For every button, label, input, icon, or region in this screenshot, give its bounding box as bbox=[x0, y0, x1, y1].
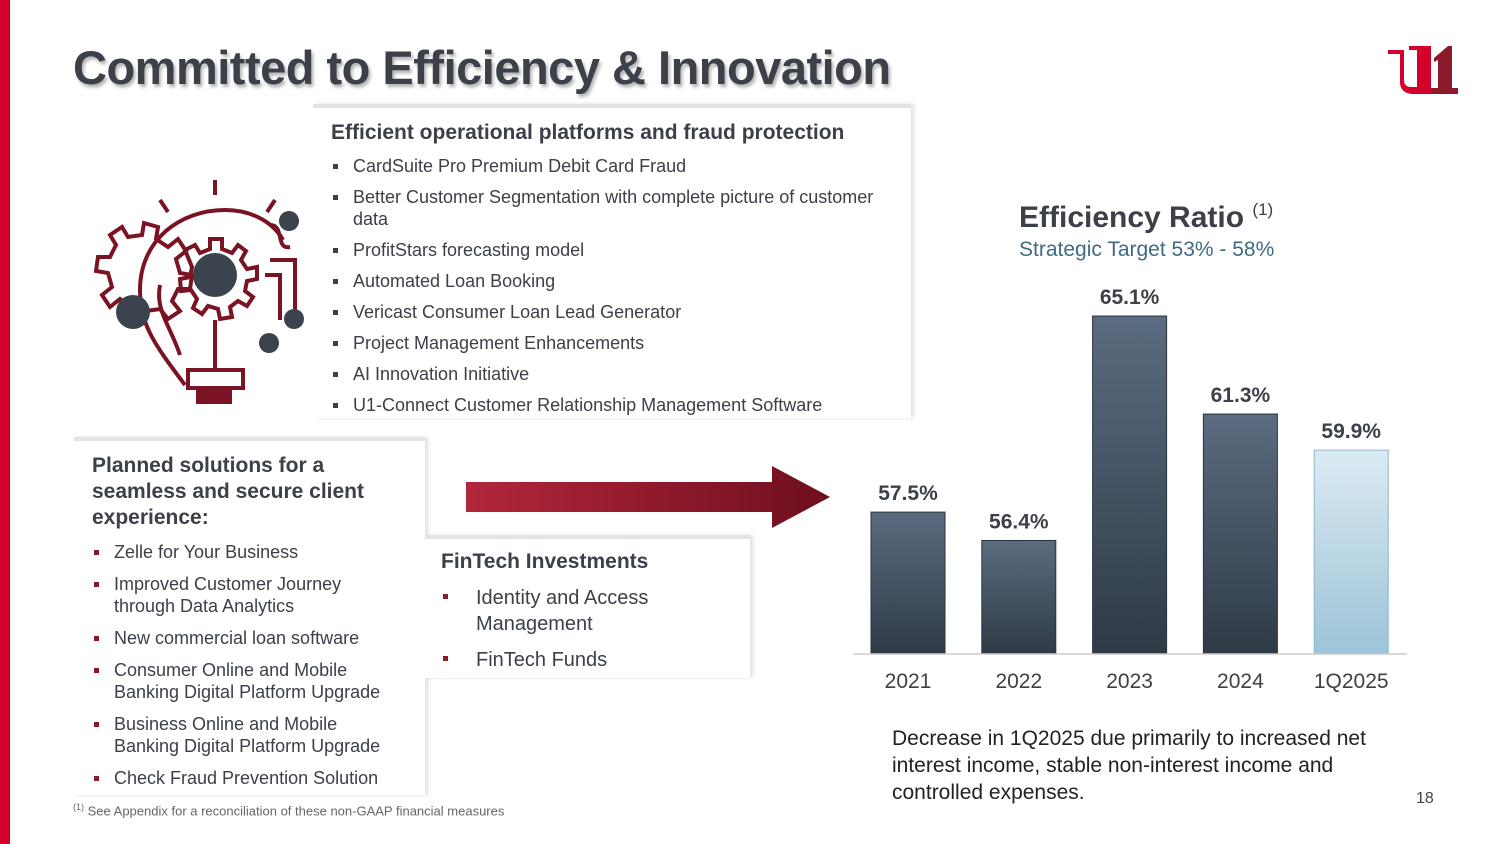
bar-2023 bbox=[1092, 315, 1168, 655]
panel-heading: FinTech Investments bbox=[441, 550, 649, 573]
list-item: ProfitStars forecasting model bbox=[331, 239, 893, 261]
x-tick-label: 2022 bbox=[995, 670, 1042, 693]
list-item: Vericast Consumer Loan Lead Generator bbox=[331, 301, 893, 323]
right-arrow-icon bbox=[466, 466, 830, 528]
list-item: FinTech Funds bbox=[441, 647, 734, 673]
page-number: 18 bbox=[1416, 790, 1434, 807]
x-tick-label: 2021 bbox=[885, 670, 932, 693]
data-label: 65.1% bbox=[1100, 286, 1160, 309]
list-item: New commercial loan software bbox=[92, 627, 407, 649]
data-label: 56.4% bbox=[989, 510, 1049, 533]
fintech-investments-panel: FinTech Investments Identity and Access … bbox=[425, 535, 750, 678]
bar-1Q2025 bbox=[1313, 449, 1389, 655]
list-item: Improved Customer Journey through Data A… bbox=[92, 573, 407, 617]
bar-2021 bbox=[870, 511, 946, 655]
u1-logo bbox=[1388, 46, 1458, 94]
list-item: Check Fraud Prevention Solution bbox=[92, 767, 407, 789]
chart-subtitle: Strategic Target 53% - 58% bbox=[1019, 238, 1275, 261]
data-label: 57.5% bbox=[878, 482, 938, 505]
footnote: (1) See Appendix for a reconciliation of… bbox=[73, 802, 505, 819]
operational-platforms-panel: Efficient operational platforms and frau… bbox=[313, 104, 911, 418]
data-label: 59.9% bbox=[1321, 420, 1381, 443]
list-item: Better Customer Segmentation with comple… bbox=[331, 186, 893, 230]
x-tick-label: 2023 bbox=[1106, 670, 1153, 693]
list-item: U1-Connect Customer Relationship Managem… bbox=[331, 394, 893, 416]
planned-solutions-panel: Planned solutions for a seamless and sec… bbox=[74, 437, 425, 795]
data-label: 61.3% bbox=[1211, 384, 1271, 407]
list-item: Identity and Access Management bbox=[441, 585, 734, 637]
list-item: Business Online and Mobile Banking Digit… bbox=[92, 713, 407, 757]
list-item: AI Innovation Initiative bbox=[331, 363, 893, 385]
efficiency-ratio-chart: 57.5% 2021 56.4% 2022 65.1% 2023 61.3% 2024 59.9… bbox=[853, 286, 1407, 693]
lightbulb-gears-icon bbox=[93, 180, 304, 404]
chart-note: Decrease in 1Q2025 due primarily to incr… bbox=[892, 727, 1366, 804]
bar-2024 bbox=[1202, 413, 1278, 655]
panel-heading: Efficient operational platforms and frau… bbox=[331, 121, 845, 144]
list-item: CardSuite Pro Premium Debit Card Fraud bbox=[331, 155, 893, 177]
list-item: Zelle for Your Business bbox=[92, 541, 407, 563]
list-item: Automated Loan Booking bbox=[331, 270, 893, 292]
x-tick-label: 2024 bbox=[1217, 670, 1264, 693]
list-item: Consumer Online and Mobile Banking Digit… bbox=[92, 659, 407, 703]
panel-heading: Planned solutions for a seamless and sec… bbox=[92, 454, 364, 529]
list-item: Project Management Enhancements bbox=[331, 332, 893, 354]
x-tick-label: 1Q2025 bbox=[1314, 670, 1389, 693]
chart-title: Efficiency Ratio (1) bbox=[1019, 200, 1274, 234]
page-title: Committed to Efficiency & Innovation bbox=[73, 41, 891, 94]
accent-strip bbox=[0, 0, 10, 844]
bar-2022 bbox=[981, 539, 1057, 655]
